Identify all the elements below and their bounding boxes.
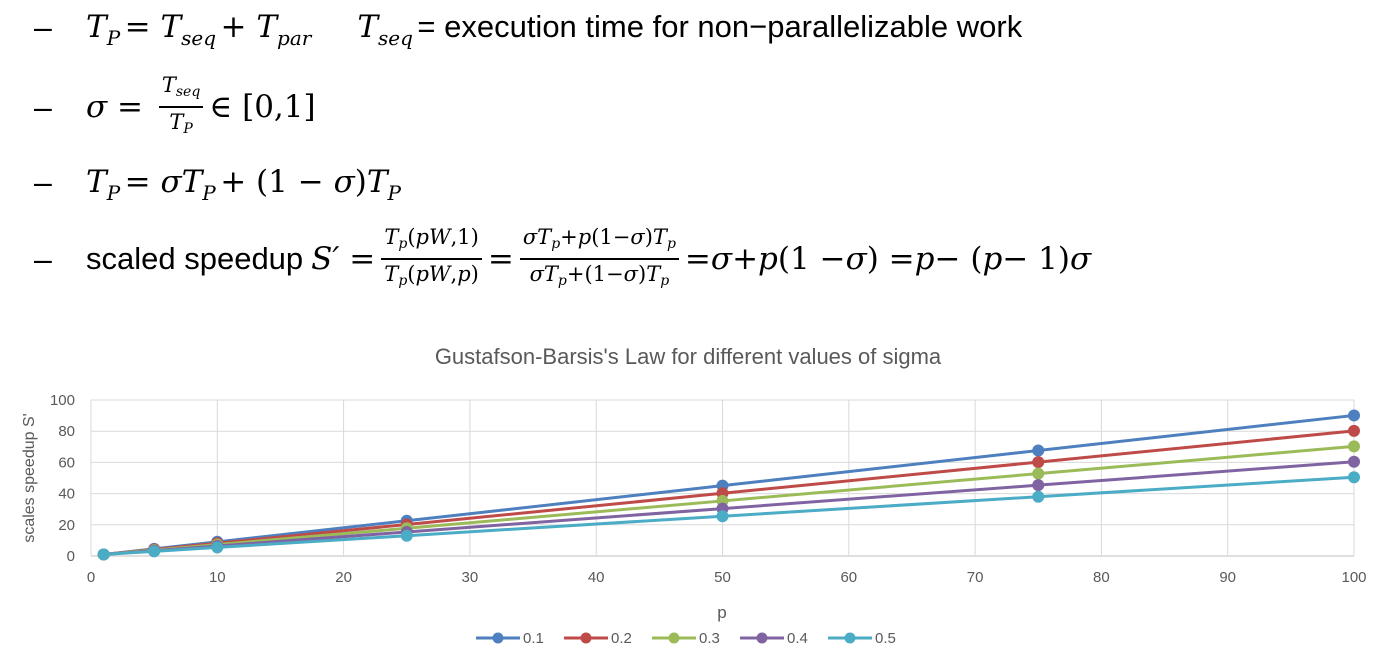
bullet-tp-split: – TP = σTP + (1 − σ)TP [34,147,401,217]
y-tick-label: 80 [58,423,75,440]
tseq-definition-text: = execution time for non−parallelizable … [417,9,1023,44]
y-axis-label: scales speedup S' [21,413,38,542]
series-line [103,413,1355,556]
data-point [400,529,413,542]
y-tick-label: 0 [67,548,75,565]
chart-legend: 0.1 0.2 0.3 0.4 0.5 [476,630,896,647]
legend-swatch-marker [492,632,504,644]
legend-swatch-marker [580,632,592,644]
y-tick-labels: 0 20 40 60 80 100 [50,392,75,565]
y-tick-label: 100 [50,392,75,409]
x-tick-label: 90 [1219,569,1236,586]
data-point [1032,490,1045,503]
scaled-speedup-label: scaled speedup [86,241,304,276]
data-point [716,510,729,523]
equation-tp-sum: TP = Tseq + Tpar [86,9,312,50]
legend-entry-0.3: 0.3 [652,630,720,647]
bullet-dash: – [34,240,52,277]
x-tick-label: 100 [1341,569,1366,586]
x-tick-label: 80 [1093,569,1110,586]
legend-label: 0.3 [699,630,720,647]
data-point [97,548,110,561]
data-point [1348,471,1360,484]
equation-tp-split: TP = σTP + (1 − σ)TP [86,164,401,205]
speedup-fraction-1: Tp(pW,1) Tp(pW,p) [381,223,482,295]
data-point [1032,444,1045,457]
x-tick-label: 60 [840,569,857,586]
legend-swatch-marker [844,632,856,644]
series-0.4 [97,455,1360,561]
x-tick-label: 0 [87,569,95,586]
series-line [103,460,1355,556]
legend-swatch-marker [668,632,680,644]
data-point [1032,479,1045,492]
legend-entry-0.2: 0.2 [564,630,632,647]
x-tick-label: 30 [462,569,479,586]
x-tick-label: 10 [209,569,226,586]
data-point [1348,440,1360,453]
bullet-dash: – [34,163,52,200]
tseq-definition: Tseq = execution time for non−paralleliz… [357,9,1023,50]
x-tick-label: 70 [967,569,984,586]
equation-scaled-speedup: S′ = Tp(pW,1) Tp(pW,p) = σTp+p(1−σ)Tp σT… [311,223,1091,295]
y-tick-label: 60 [58,454,75,471]
legend-label: 0.1 [523,630,544,647]
chart-grid [90,399,1355,557]
speedup-fraction-2: σTp+p(1−σ)Tp σTp+(1−σ)Tp [519,223,679,295]
y-tick-label: 20 [58,517,75,534]
x-tick-labels: 0 10 20 30 40 50 60 70 80 90 100 [87,569,1367,586]
bullet-dash: – [34,88,52,125]
series-0.5 [97,471,1360,561]
data-point [1032,467,1045,480]
x-axis-label: p [717,603,726,622]
data-point [1348,424,1360,437]
legend-label: 0.2 [611,630,632,647]
legend-entry-0.1: 0.1 [476,630,544,647]
legend-entry-0.4: 0.4 [740,630,808,647]
chart-title: Gustafson-Barsis's Law for different val… [435,344,942,369]
bullet-dash: – [34,8,52,45]
data-point [1348,409,1360,422]
sigma-fraction: Tseq TP [158,71,204,143]
data-point [211,541,224,554]
data-point [1032,456,1045,469]
x-tick-label: 40 [588,569,605,586]
equation-sigma: σ = Tseq TP ∈ [0,1] [86,71,316,143]
bullet-tp-definition: – TP = Tseq + Tpar Tseq = execution time… [34,0,1022,62]
legend-label: 0.5 [875,630,896,647]
legend-label: 0.4 [787,630,808,647]
bullet-sigma-definition: – σ = Tseq TP ∈ [0,1] [34,72,316,142]
data-point [148,545,161,558]
series-line [103,475,1355,556]
x-tick-label: 20 [335,569,352,586]
legend-entry-0.5: 0.5 [828,630,896,647]
data-point [1348,455,1360,468]
chart-series [97,409,1360,561]
bullet-scaled-speedup: – scaled speedup S′ = Tp(pW,1) Tp(pW,p) … [34,224,1091,294]
series-line [103,429,1355,556]
x-tick-label: 50 [714,569,731,586]
y-tick-label: 40 [58,486,75,503]
legend-swatch-marker [756,632,768,644]
